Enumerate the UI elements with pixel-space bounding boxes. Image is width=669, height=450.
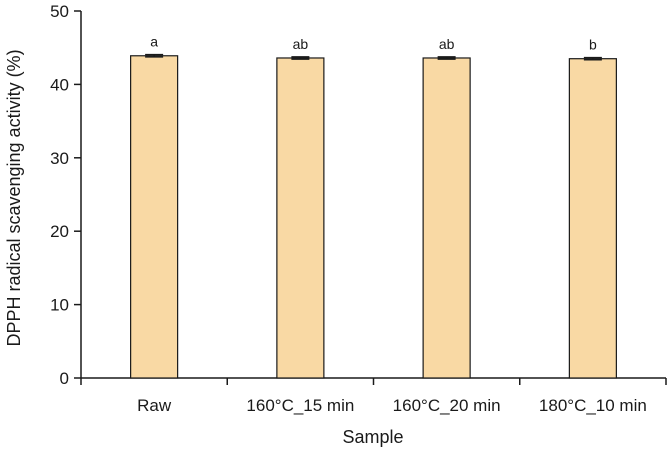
significance-label: b [589, 37, 597, 53]
x-axis: Raw 160°C_15 min 160°C_20 min 180°C_10 min [80, 377, 667, 415]
bar [276, 57, 325, 379]
x-tick-label: 180°C_10 min [539, 396, 647, 415]
y-axis: 0 10 20 30 40 50 [50, 2, 82, 388]
significance-label: a [150, 34, 158, 50]
y-tick-label: 40 [50, 75, 69, 94]
y-tick-label: 10 [50, 296, 69, 315]
significance-label: ab [293, 36, 309, 52]
x-tick-label: Raw [137, 396, 172, 415]
y-tick-label: 30 [50, 149, 69, 168]
significance-label: ab [439, 36, 455, 52]
y-tick-label: 0 [60, 369, 69, 388]
bars-group: a ab ab b [130, 34, 617, 379]
x-tick-label: 160°C_15 min [246, 396, 354, 415]
y-tick-label: 20 [50, 222, 69, 241]
x-axis-title: Sample [342, 427, 403, 447]
bar [130, 55, 179, 379]
x-tick-label: 160°C_20 min [393, 396, 501, 415]
bar [422, 57, 471, 379]
y-axis-title: DPPH radical scavenging activity (%) [4, 49, 24, 346]
bar [568, 58, 617, 379]
y-tick-label: 50 [50, 2, 69, 21]
